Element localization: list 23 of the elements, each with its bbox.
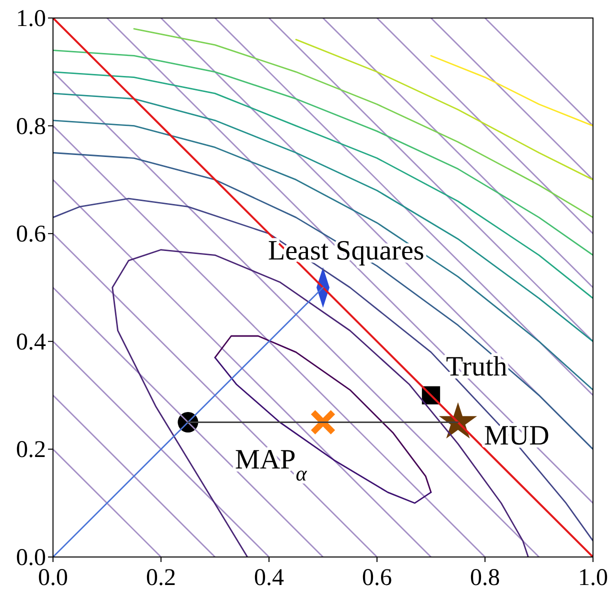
line-series [430, 55, 593, 126]
y-tick-label: 1.0 [16, 6, 46, 32]
x-tick-label: 0.2 [146, 565, 176, 590]
line-series [53, 92, 593, 342]
y-tick-label: 0.4 [16, 329, 46, 356]
y-tick-label: 0.2 [16, 437, 46, 464]
line-series [133, 28, 593, 218]
y-tick-label: 0.6 [16, 222, 46, 248]
x-tick-label: 0.6 [362, 565, 392, 590]
series-label: MAP$_{α}$ [235, 444, 308, 486]
line-series [214, 356, 432, 504]
line-series [53, 152, 593, 450]
line-series [53, 120, 593, 391]
x-tick-label: 1.0 [578, 565, 608, 590]
line-series [53, 71, 593, 299]
x-tick-label: 0.8 [470, 565, 500, 590]
y-tick-label: 0.8 [16, 114, 46, 140]
line-series [53, 198, 593, 542]
point [310, 409, 336, 436]
x-tick-label: 0.4 [254, 565, 284, 590]
line-series [295, 38, 593, 180]
line-series [214, 335, 432, 494]
x-tick-label: 0.0 [38, 565, 68, 590]
